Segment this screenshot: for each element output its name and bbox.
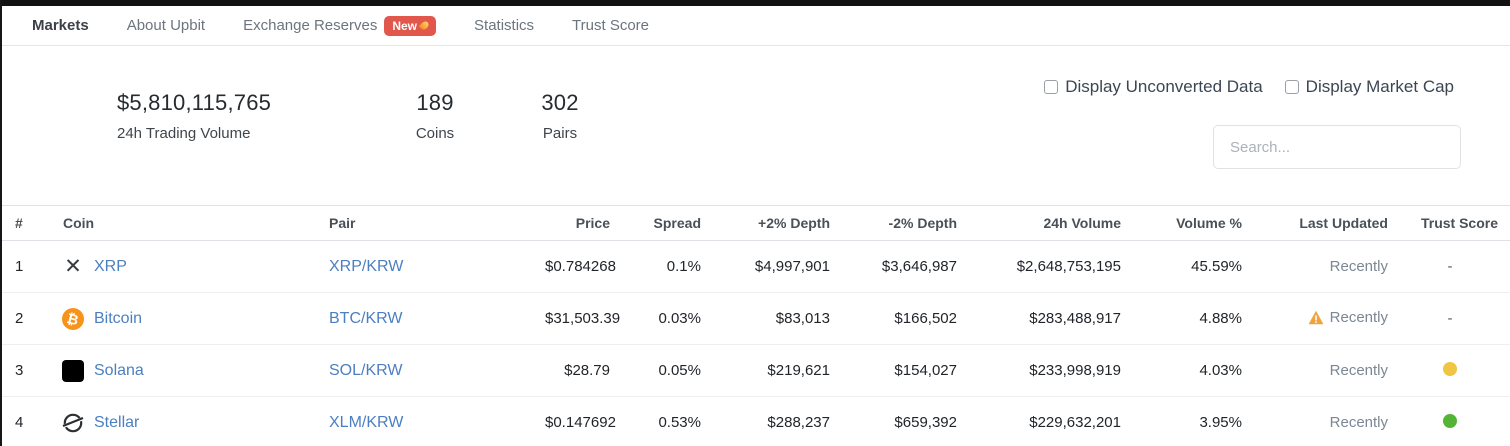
new-badge: New (384, 15, 437, 36)
trust-score-dot-green (1443, 413, 1457, 428)
rank-cell: 3 (2, 344, 50, 397)
table-row: 2 ₿ Bitcoin BTC/KRW $31,503.39 0.03% $83… (2, 292, 1510, 345)
trust-score-dash: - (1447, 258, 1453, 275)
spread-cell: 0.03% (610, 292, 701, 345)
volume-pct-cell: 4.03% (1121, 344, 1242, 397)
stat-trading-volume: $5,810,115,765 24h Trading Volume (117, 90, 271, 142)
spread-cell: 0.1% (610, 240, 701, 293)
exchange-summary: $5,810,115,765 24h Trading Volume 189 Co… (2, 46, 1510, 205)
pairs-value: 302 (541, 90, 579, 115)
volume-cell: $229,632,201 (957, 396, 1121, 446)
volume-cell: $233,998,919 (957, 344, 1121, 397)
depth-plus-cell: $83,013 (701, 292, 830, 345)
depth-plus-cell: $219,621 (701, 344, 830, 397)
volume-cell: $283,488,917 (957, 292, 1121, 345)
toggle-market-cap[interactable]: Display Market Cap (1284, 77, 1454, 97)
unconverted-data-checkbox[interactable] (1044, 80, 1059, 94)
pair-link[interactable]: SOL/KRW (329, 361, 403, 379)
stat-coins: 189 Coins (416, 90, 454, 142)
last-updated-cell: Recently (1329, 414, 1388, 431)
volume-cell: $2,648,753,195 (957, 240, 1121, 293)
coins-value: 189 (416, 90, 454, 115)
trust-score-dash: - (1447, 310, 1453, 327)
tab-trust-score[interactable]: Trust Score (572, 17, 650, 34)
last-updated-cell: Recently (1329, 308, 1388, 326)
price-cell: $0.784268 (545, 240, 616, 293)
coin-link[interactable]: Stellar (94, 413, 140, 431)
header-depth-minus[interactable]: -2% Depth (830, 205, 957, 241)
market-cap-checkbox[interactable] (1284, 80, 1299, 94)
tab-about-upbit[interactable]: About Upbit (126, 17, 206, 34)
exchange-tabbar: Markets About Upbit Exchange Reserves Ne… (2, 6, 1510, 46)
header-price[interactable]: Price (545, 205, 610, 241)
markets-table: # Coin Pair Price Spread +2% Depth -2% D… (2, 205, 1510, 446)
tab-exchange-reserves-label: Exchange Reserves (243, 17, 378, 34)
rank-cell: 1 (2, 240, 50, 293)
table-header-row: # Coin Pair Price Spread +2% Depth -2% D… (2, 205, 1510, 241)
trust-score-dot-yellow (1443, 361, 1457, 376)
coin-link[interactable]: Bitcoin (94, 309, 143, 327)
tab-markets[interactable]: Markets (32, 17, 89, 34)
search-input[interactable] (1213, 125, 1461, 169)
header-24h-volume[interactable]: 24h Volume (957, 205, 1121, 241)
volume-pct-cell: 45.59% (1121, 240, 1242, 293)
spread-cell: 0.53% (610, 396, 701, 446)
pair-link[interactable]: BTC/KRW (329, 309, 403, 327)
rank-cell: 4 (2, 396, 50, 446)
header-coin[interactable]: Coin (50, 205, 315, 241)
trading-volume-label: 24h Trading Volume (117, 125, 251, 142)
pair-link[interactable]: XRP/KRW (329, 257, 404, 275)
table-row: 1 ✕ XRP XRP/KRW $0.784268 0.1% $4,997,90… (2, 240, 1510, 293)
volume-pct-cell: 3.95% (1121, 396, 1242, 446)
stat-pairs: 302 Pairs (541, 90, 578, 142)
last-updated-cell: Recently (1329, 258, 1388, 275)
coin-link[interactable]: Solana (94, 361, 144, 379)
new-badge-label: New (392, 18, 418, 33)
coin-link[interactable]: XRP (94, 257, 127, 275)
window-top-edge (2, 0, 1510, 6)
rank-cell: 2 (2, 292, 50, 345)
pair-link[interactable]: XLM/KRW (329, 413, 404, 431)
price-cell: $31,503.39 (545, 292, 620, 345)
volume-pct-cell: 4.88% (1121, 292, 1242, 345)
header-volume-pct[interactable]: Volume % (1121, 205, 1242, 241)
depth-plus-cell: $4,997,901 (701, 240, 830, 293)
bitcoin-icon: ₿ (62, 307, 84, 330)
table-row: 4 Stellar XLM/KRW $0.147692 0.53% $288,2… (2, 396, 1510, 446)
depth-minus-cell: $166,502 (830, 292, 957, 345)
unconverted-data-label: Display Unconverted Data (1065, 77, 1263, 96)
coins-label: Coins (415, 125, 455, 142)
flame-icon (418, 19, 431, 32)
xrp-icon: ✕ (64, 255, 82, 278)
trading-volume-value: $5,810,115,765 (117, 90, 272, 115)
header-spread[interactable]: Spread (610, 205, 701, 241)
header-depth-plus[interactable]: +2% Depth (701, 205, 830, 241)
price-cell: $0.147692 (545, 396, 616, 446)
header-trust-score[interactable]: Trust Score (1388, 205, 1510, 241)
depth-minus-cell: $659,392 (830, 396, 957, 446)
warning-icon (1308, 310, 1324, 324)
depth-minus-cell: $3,646,987 (830, 240, 957, 293)
depth-plus-cell: $288,237 (701, 396, 830, 446)
solana-icon (62, 359, 84, 382)
market-cap-label: Display Market Cap (1305, 77, 1454, 96)
stellar-icon (62, 412, 84, 434)
tab-exchange-reserves[interactable]: Exchange Reserves New (243, 15, 437, 36)
table-row: 3 Solana SOL/KRW $28.79 0.05% $219,621 $… (2, 344, 1510, 397)
header-pair[interactable]: Pair (315, 205, 545, 241)
display-toggles: Display Unconverted Data Display Market … (1044, 77, 1454, 97)
spread-cell: 0.05% (610, 344, 701, 397)
pairs-label: Pairs (542, 125, 578, 142)
tab-statistics[interactable]: Statistics (474, 17, 535, 34)
last-updated-cell: Recently (1329, 362, 1388, 379)
depth-minus-cell: $154,027 (830, 344, 957, 397)
header-rank: # (2, 205, 50, 241)
header-last-updated[interactable]: Last Updated (1242, 205, 1388, 241)
price-cell: $28.79 (545, 344, 610, 397)
toggle-unconverted-data[interactable]: Display Unconverted Data (1044, 77, 1263, 97)
